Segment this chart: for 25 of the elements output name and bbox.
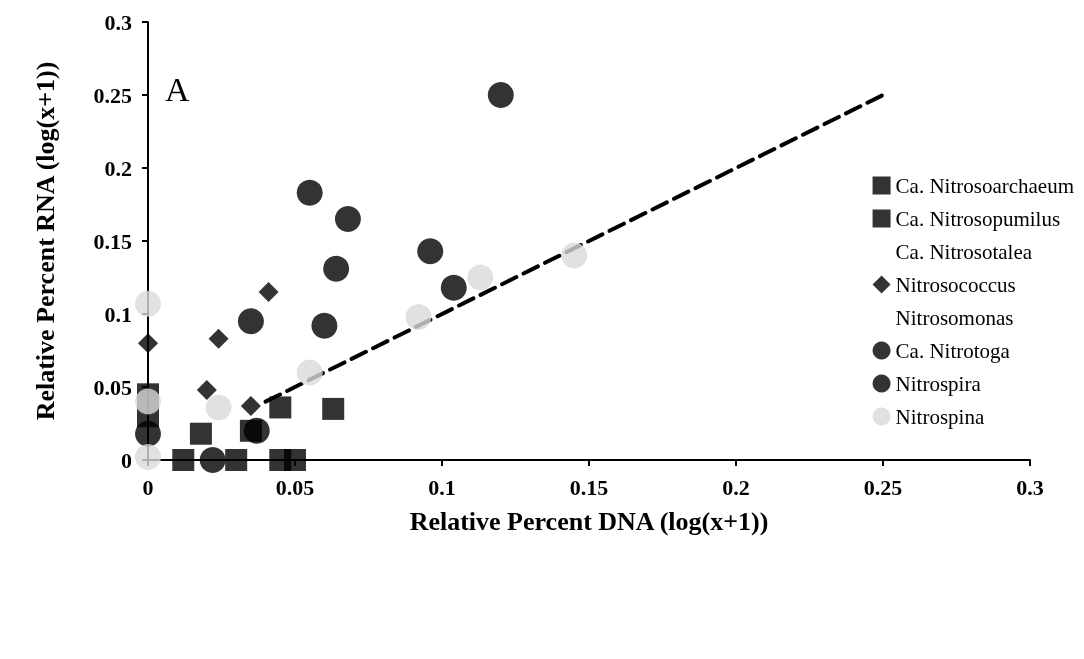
y-tick-label: 0.1	[104, 301, 132, 327]
x-tick-label: 0.1	[428, 474, 456, 500]
legend-label: Nitrospira	[895, 371, 982, 396]
y-tick-label: 0	[121, 447, 132, 473]
x-tick-label: 0.15	[569, 474, 609, 500]
x-axis-title: Relative Percent DNA (log(x+1))	[409, 506, 769, 536]
text: Nitrosomonas	[895, 305, 1014, 330]
x-tick-label: 0.3	[1016, 474, 1044, 500]
legend-label: Ca. Nitrosopumilus	[895, 206, 1061, 231]
x-tick-label: 0.2	[722, 474, 750, 500]
legend-label: Ca. Nitrotoga	[895, 338, 1011, 363]
y-tick-label: 0.05	[93, 374, 132, 400]
text: Ca. Nitrosotalea	[895, 239, 1033, 264]
x-tick-label: 0.25	[863, 474, 903, 500]
x-tick-label: 0.05	[275, 474, 315, 500]
y-tick-label: 0.15	[93, 228, 132, 254]
x-tick-label: 0	[142, 474, 154, 500]
legend-label: Nitrosococcus	[895, 272, 1016, 297]
y-tick-label: 0.2	[104, 155, 132, 181]
annotation: A	[165, 70, 190, 108]
legend-label: Ca. Nitrosoarchaeum	[895, 173, 1075, 198]
y-tick-label: 0.3	[104, 9, 132, 35]
legend-label: Nitrospina	[895, 404, 985, 429]
y-axis-title: Relative Percent RNA (log(x+1))	[30, 61, 60, 421]
y-tick-label: 0.25	[93, 82, 132, 108]
